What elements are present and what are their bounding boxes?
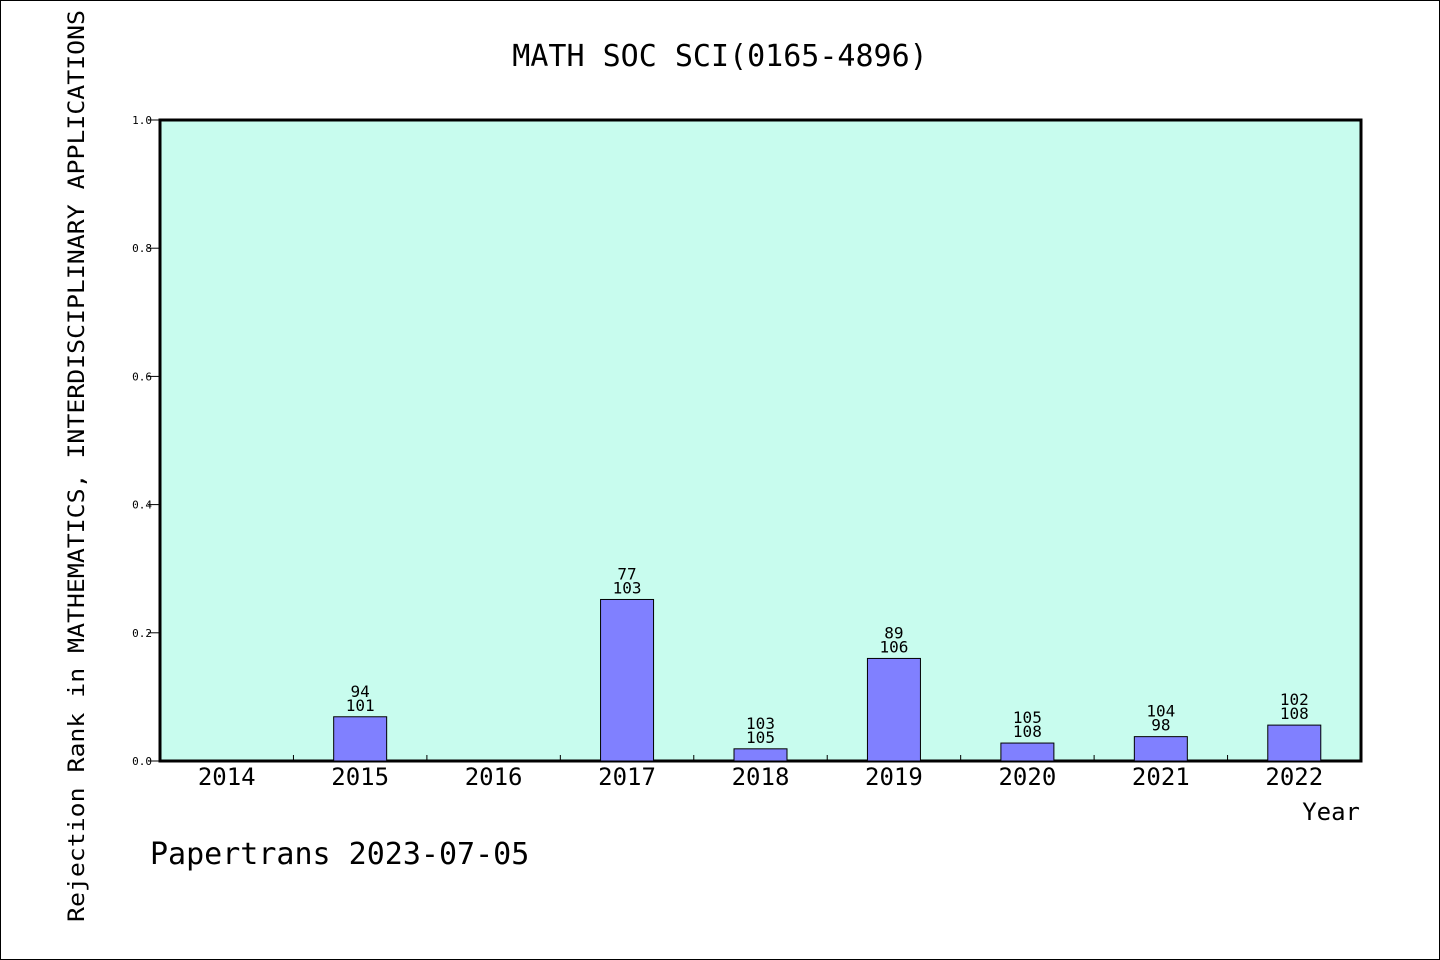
- bar-label-top: 77: [617, 564, 636, 583]
- bar-2018: [733, 748, 788, 762]
- x-tick-label: 2019: [865, 763, 923, 791]
- bar-2020: [1000, 742, 1055, 762]
- bar-label-top: 103: [746, 714, 775, 733]
- bar-label-bottom: 108: [1013, 722, 1042, 741]
- bar-2022: [1267, 724, 1322, 762]
- bar-label-top: 89: [884, 623, 903, 642]
- y-tick-label: 0.0: [132, 755, 152, 768]
- bar-label-top: 104: [1146, 702, 1175, 721]
- x-axis-label: Year: [1302, 798, 1360, 826]
- y-axis-label: Rejection Rank in MATHEMATICS, INTERDISC…: [65, 10, 90, 922]
- chart-title: MATH SOC SCI(0165-4896): [512, 39, 927, 74]
- x-tick-label: 2022: [1265, 763, 1323, 791]
- x-tick-label: 2014: [198, 763, 256, 791]
- x-axis: 2014 2015 2016 2017 2018 2019 2020 2021 2022: [198, 755, 1323, 791]
- bar-label-bottom: 105: [746, 728, 775, 747]
- x-tick-label: 2021: [1132, 763, 1190, 791]
- bar-label-top: 94: [351, 682, 370, 701]
- y-tick-label: 1.0: [132, 114, 152, 127]
- y-axis: 0.0 0.2 0.4 0.6 0.8 1.0: [132, 114, 160, 768]
- x-tick-label: 2020: [998, 763, 1056, 791]
- y-tick-label: 0.2: [132, 627, 152, 640]
- x-tick-label: 2016: [465, 763, 523, 791]
- x-tick-label: 2015: [331, 763, 389, 791]
- bar-2015: [333, 716, 388, 762]
- x-tick-label: 2017: [598, 763, 656, 791]
- bar-label-bottom: 103: [613, 578, 642, 597]
- bar-label-bottom: 106: [879, 637, 908, 656]
- bar-label-bottom: 108: [1280, 704, 1309, 723]
- bar-label-bottom: 101: [346, 696, 375, 715]
- footer-credit: Papertrans 2023-07-05: [150, 837, 529, 872]
- bar-label-bottom: 98: [1151, 716, 1170, 735]
- plot-area: [158, 118, 1363, 763]
- y-tick-label: 0.6: [132, 370, 152, 383]
- y-tick-label: 0.8: [132, 242, 152, 255]
- x-tick-label: 2018: [732, 763, 790, 791]
- y-tick-label: 0.4: [132, 499, 152, 512]
- bar-label-top: 102: [1280, 690, 1309, 709]
- bar-2021: [1133, 736, 1188, 762]
- bar-2019: [866, 657, 921, 762]
- bar-label-top: 105: [1013, 708, 1042, 727]
- bar-2017: [600, 598, 655, 762]
